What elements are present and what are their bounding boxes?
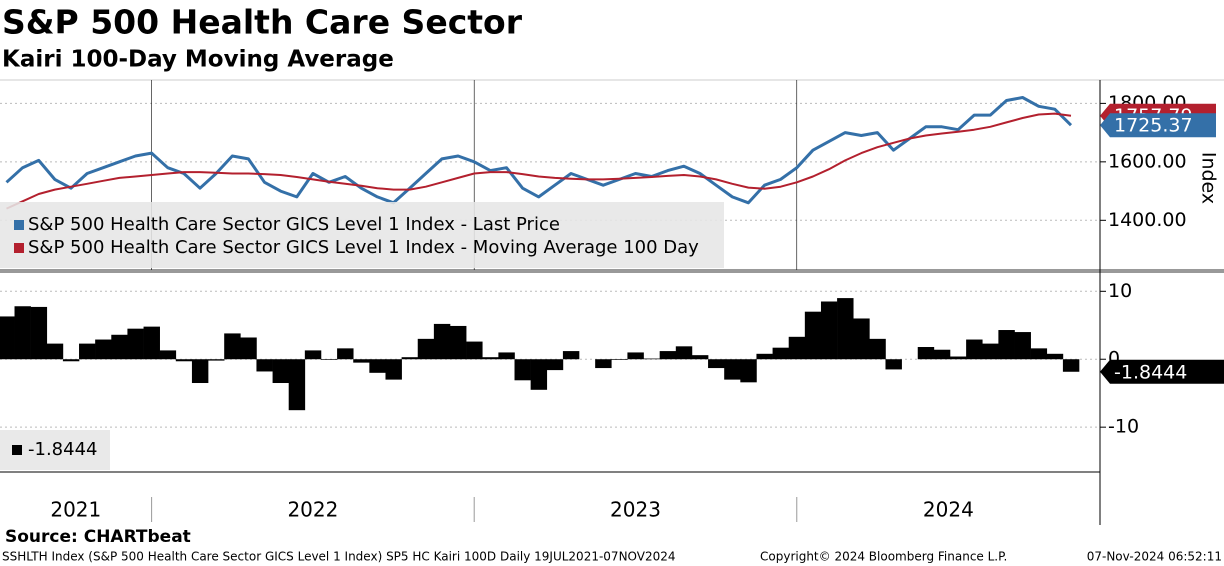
bar bbox=[724, 359, 741, 380]
bar bbox=[208, 359, 225, 361]
bar bbox=[1062, 359, 1080, 372]
bar bbox=[756, 353, 773, 360]
bar bbox=[143, 326, 160, 360]
bar bbox=[1014, 332, 1031, 360]
bar bbox=[869, 338, 886, 360]
bar bbox=[433, 323, 451, 360]
source: Source: CHARTbeat bbox=[5, 527, 191, 547]
bar bbox=[498, 352, 515, 360]
bar bbox=[837, 298, 854, 360]
bar bbox=[514, 359, 531, 381]
last-value-tag bbox=[1100, 113, 1216, 138]
legend-swatch bbox=[12, 445, 22, 455]
legend-label: S&P 500 Health Care Sector GICS Level 1 … bbox=[28, 214, 560, 235]
bar bbox=[691, 355, 709, 360]
bar bbox=[853, 318, 870, 360]
bar bbox=[482, 357, 499, 360]
bar bbox=[272, 359, 290, 384]
last-value-tag bbox=[1100, 359, 1224, 384]
bar bbox=[240, 337, 257, 360]
bar bbox=[820, 301, 838, 360]
x-tick-label: 2022 bbox=[287, 498, 338, 522]
bar bbox=[917, 347, 935, 360]
bar bbox=[127, 328, 144, 360]
bar bbox=[79, 343, 96, 360]
bar bbox=[0, 316, 15, 360]
y-tick-label: 1600.00 bbox=[1108, 150, 1187, 172]
bar bbox=[224, 333, 241, 360]
legend-box bbox=[0, 202, 724, 268]
bar bbox=[982, 343, 999, 360]
bar bbox=[659, 351, 677, 360]
bar bbox=[933, 349, 951, 360]
legend-swatch bbox=[14, 243, 24, 253]
y-tick-label: 1400.00 bbox=[1108, 209, 1187, 231]
bar bbox=[175, 359, 193, 362]
bar bbox=[46, 343, 64, 360]
bar bbox=[30, 306, 48, 360]
bar bbox=[385, 359, 402, 380]
footer-description: SSHLTH Index (S&P 500 Health Care Sector… bbox=[2, 550, 676, 564]
bar bbox=[450, 325, 467, 360]
bar bbox=[950, 356, 967, 360]
bar bbox=[369, 359, 386, 373]
bar bbox=[772, 347, 790, 360]
bar bbox=[62, 359, 80, 362]
x-tick-label: 2021 bbox=[50, 498, 101, 522]
last-value-label: 1725.37 bbox=[1114, 115, 1193, 137]
bar bbox=[14, 306, 31, 360]
bar bbox=[1030, 348, 1048, 360]
bar bbox=[998, 330, 1015, 360]
x-tick-label: 2024 bbox=[923, 498, 974, 522]
chart-subtitle: Kairi 100-Day Moving Average bbox=[2, 47, 394, 73]
bar bbox=[320, 359, 338, 360]
bar bbox=[595, 359, 612, 369]
bar bbox=[111, 334, 128, 360]
bar bbox=[304, 350, 322, 360]
bar bbox=[546, 359, 564, 371]
series-line bbox=[5, 96, 1073, 205]
bar bbox=[643, 358, 660, 360]
bar bbox=[804, 311, 822, 360]
y-tick-label: 10 bbox=[1108, 280, 1132, 302]
footer-copyright: Copyright© 2024 Bloomberg Finance L.P. bbox=[760, 550, 1007, 564]
x-tick-label: 2023 bbox=[610, 498, 661, 522]
bar bbox=[191, 359, 209, 384]
bar bbox=[740, 359, 757, 383]
bar bbox=[611, 359, 628, 360]
legend-swatch bbox=[14, 220, 24, 230]
bar bbox=[530, 359, 548, 390]
bar bbox=[708, 359, 725, 369]
bar bbox=[885, 359, 902, 370]
footer-timestamp: 07-Nov-2024 06:52:11 bbox=[1087, 550, 1222, 564]
panel-divider bbox=[0, 269, 1224, 273]
bar bbox=[159, 350, 177, 360]
bar bbox=[966, 339, 983, 360]
bar bbox=[256, 359, 273, 372]
bar bbox=[95, 339, 112, 360]
series-line bbox=[6, 112, 1072, 210]
bar bbox=[417, 338, 435, 360]
last-value-label: -1.8444 bbox=[1114, 361, 1187, 383]
bar bbox=[353, 359, 370, 363]
bar bbox=[337, 348, 354, 360]
legend-label: S&P 500 Health Care Sector GICS Level 1 … bbox=[28, 237, 699, 258]
bar bbox=[1046, 353, 1064, 360]
bar bbox=[788, 336, 806, 360]
legend-label: -1.8444 bbox=[28, 439, 97, 460]
bar bbox=[627, 352, 644, 360]
bar bbox=[675, 346, 693, 360]
y-tick-label: -10 bbox=[1108, 416, 1139, 438]
chart-title: S&P 500 Health Care Sector bbox=[2, 3, 523, 42]
bar bbox=[401, 357, 419, 360]
bar bbox=[466, 341, 483, 360]
bar bbox=[562, 351, 580, 360]
bar bbox=[288, 359, 306, 411]
y-axis-label: Index bbox=[1198, 152, 1220, 204]
